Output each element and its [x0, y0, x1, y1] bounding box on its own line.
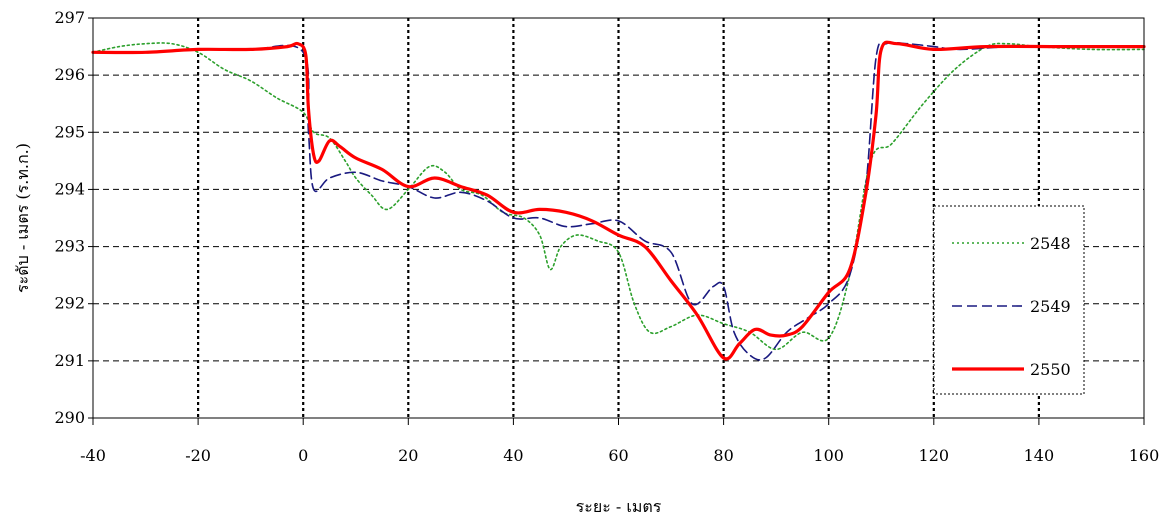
- x-tick-label: -40: [80, 446, 106, 465]
- x-tick-label: 0: [298, 446, 308, 465]
- x-tick-label: 40: [503, 446, 523, 465]
- legend: 2548 2549 2550: [933, 205, 1085, 395]
- x-tick-label: -20: [185, 446, 211, 465]
- y-tick-label: 293: [54, 237, 85, 256]
- series-lines: [91, 40, 1146, 361]
- x-tick-label: 60: [608, 446, 628, 465]
- x-tick-label: 160: [1129, 446, 1160, 465]
- x-tick-label: 120: [919, 446, 950, 465]
- y-tick-label: 296: [54, 65, 85, 84]
- x-tick-label: 20: [398, 446, 418, 465]
- legend-box: [933, 205, 1085, 395]
- legend-label-2548: 2548: [1030, 234, 1071, 253]
- y-tick-label: 294: [54, 179, 85, 198]
- grid-lines: [93, 18, 1144, 418]
- x-tick-label: 100: [813, 446, 844, 465]
- axis-ticks: 290 291 292 293 294 295 296 297 -40 -20 0 20 40 60 80 1…: [54, 8, 1159, 465]
- legend-label-2550: 2550: [1030, 360, 1071, 379]
- y-axis-label: ระดับ - เมตร (ร.ท.ก.): [13, 143, 32, 293]
- series-line-2548: [92, 42, 1145, 351]
- y-tick-label: 290: [54, 408, 85, 427]
- legend-label-2549: 2549: [1030, 297, 1071, 316]
- y-tick-label: 295: [54, 122, 85, 141]
- series-line-2550: [91, 40, 1146, 361]
- y-tick-label: 292: [54, 294, 85, 313]
- x-tick-label: 140: [1024, 446, 1055, 465]
- x-axis-label: ระยะ - เมตร: [576, 497, 662, 516]
- y-tick-label: 291: [54, 351, 85, 370]
- y-tick-label: 297: [54, 8, 85, 27]
- x-tick-label: 80: [713, 446, 733, 465]
